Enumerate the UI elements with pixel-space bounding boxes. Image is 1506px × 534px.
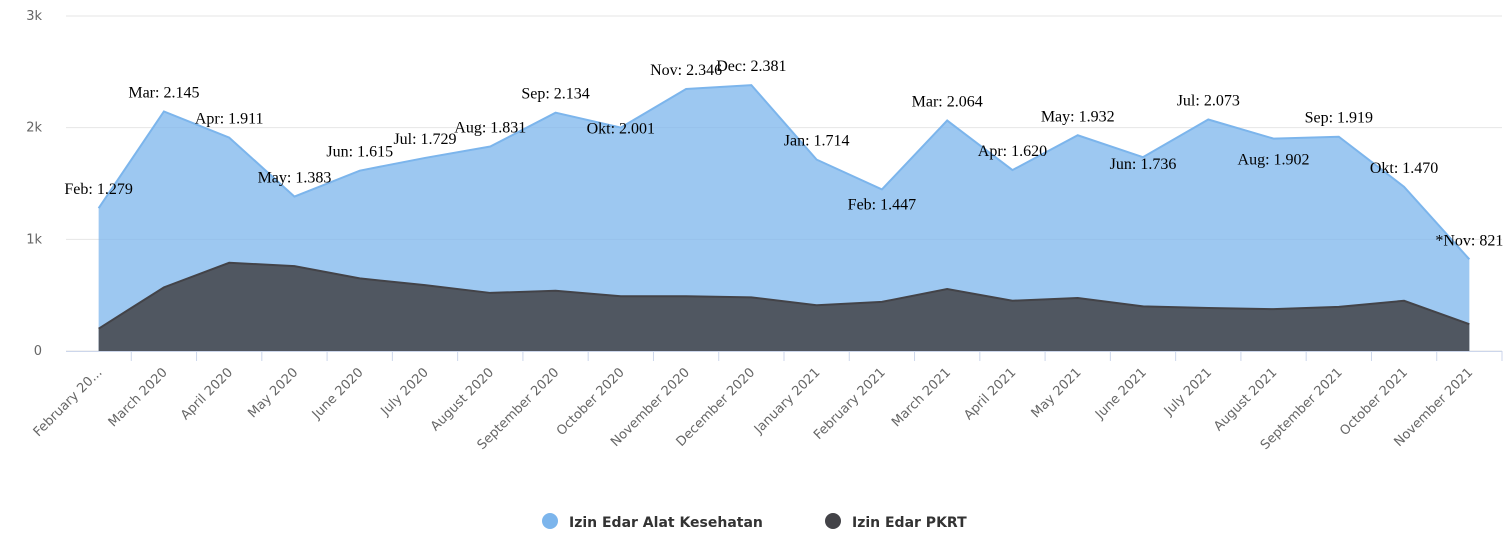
y-tick-label: 0 xyxy=(34,344,42,359)
data-label: Aug: 1.902 xyxy=(1238,152,1310,169)
x-tick-label: April 2021 xyxy=(961,365,1019,423)
data-label: Mar: 2.145 xyxy=(128,84,199,101)
y-tick-label: 3k xyxy=(26,9,42,24)
area xyxy=(98,85,1470,351)
data-label: Okt: 2.001 xyxy=(587,121,655,138)
data-label: Jun: 1.615 xyxy=(326,144,393,161)
x-tick-label: May 2021 xyxy=(1029,365,1085,421)
data-label: Apr: 1.911 xyxy=(195,111,264,128)
x-tick-label: January 2021 xyxy=(751,365,823,437)
x-tick-label: February 2021 xyxy=(811,365,889,443)
x-tick-label: June 2021 xyxy=(1092,365,1150,423)
legend-label: Izin Edar PKRT xyxy=(852,515,967,531)
data-label: Mar: 2.064 xyxy=(912,94,983,111)
data-label: Feb: 1.447 xyxy=(848,196,916,213)
area xyxy=(98,262,1470,351)
legend-label: Izin Edar Alat Kesehatan xyxy=(569,515,763,531)
x-tick-label: October 2021 xyxy=(1337,365,1411,439)
data-label: Okt: 1.470 xyxy=(1370,160,1438,177)
x-tick-label: August 2020 xyxy=(428,365,497,434)
area-line xyxy=(97,84,1471,260)
x-tick-label: July 2020 xyxy=(378,365,432,419)
data-label: Jul: 1.729 xyxy=(393,131,456,148)
data-label: Dec: 2.381 xyxy=(716,58,786,75)
legend-marker xyxy=(825,513,841,529)
x-tick-label: June 2020 xyxy=(309,365,367,423)
x-tick-label: August 2021 xyxy=(1211,365,1280,434)
data-label: Feb: 1.279 xyxy=(64,181,132,198)
data-label: Sep: 1.919 xyxy=(1305,110,1373,127)
data-label: Sep: 2.134 xyxy=(521,86,589,103)
data-label: May: 1.383 xyxy=(258,170,332,187)
x-tick-label: February 20... xyxy=(31,365,106,440)
area-line xyxy=(98,261,1470,330)
data-label: Aug: 1.831 xyxy=(454,120,526,137)
data-label: May: 1.932 xyxy=(1041,108,1115,125)
legend-marker xyxy=(542,513,558,529)
data-label: *Nov: 821 xyxy=(1435,232,1503,249)
y-tick-label: 1k xyxy=(26,232,42,247)
data-label: Jun: 1.736 xyxy=(1110,156,1177,173)
x-tick-label: March 2020 xyxy=(106,365,171,430)
x-tick-label: October 2020 xyxy=(554,365,628,439)
data-label: Apr: 1.620 xyxy=(978,143,1047,160)
data-label: Jan: 1.714 xyxy=(784,133,850,150)
x-tick-label: May 2020 xyxy=(245,365,301,421)
y-tick-label: 2k xyxy=(26,121,42,136)
x-tick-label: July 2021 xyxy=(1161,365,1215,419)
x-tick-label: March 2021 xyxy=(889,365,954,430)
data-label: Nov: 2.346 xyxy=(650,62,722,79)
data-label: Jul: 2.073 xyxy=(1177,93,1240,110)
x-tick-label: April 2020 xyxy=(178,365,236,423)
